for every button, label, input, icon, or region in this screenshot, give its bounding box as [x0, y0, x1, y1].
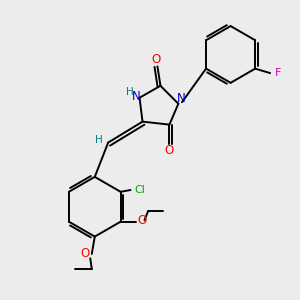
Text: F: F: [275, 68, 282, 78]
Text: O: O: [151, 53, 160, 66]
Text: N: N: [177, 92, 186, 105]
Text: Cl: Cl: [135, 185, 146, 195]
Text: O: O: [137, 214, 146, 227]
Text: O: O: [81, 248, 90, 260]
Text: N: N: [132, 90, 140, 103]
Text: O: O: [165, 144, 174, 157]
Text: H: H: [95, 134, 103, 145]
Text: H: H: [126, 87, 134, 98]
